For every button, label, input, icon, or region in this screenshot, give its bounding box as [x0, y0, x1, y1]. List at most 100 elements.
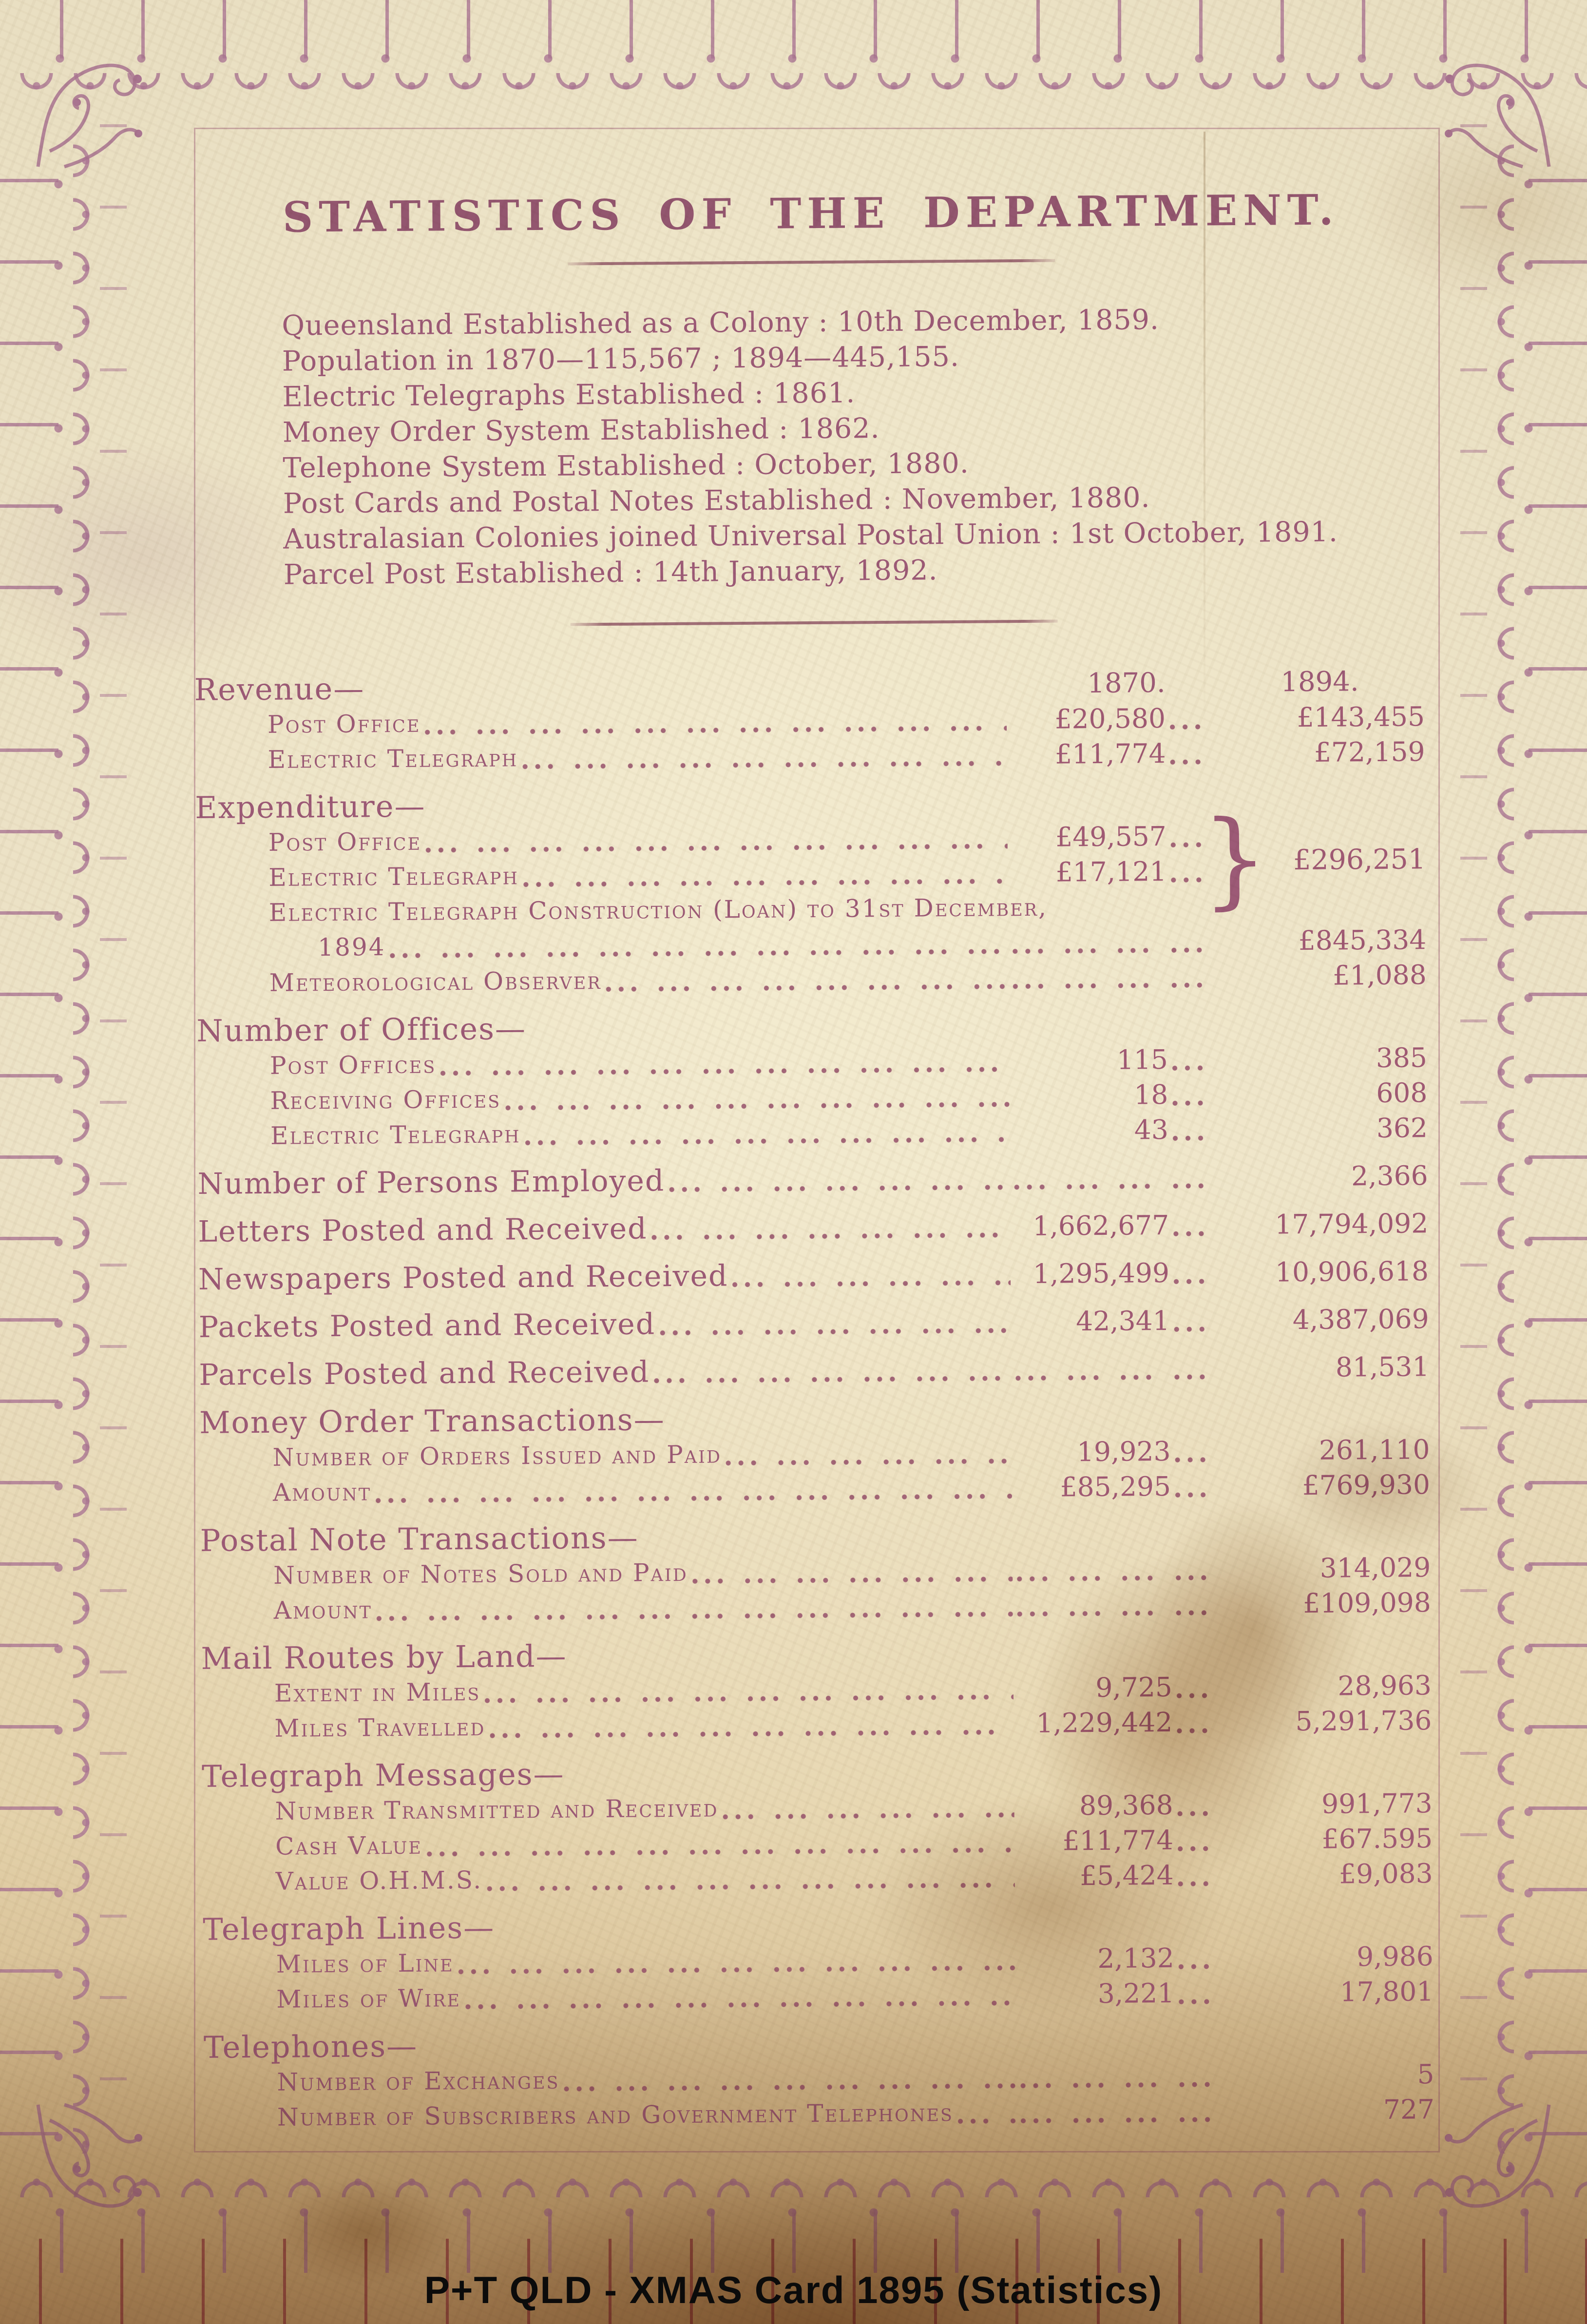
dot-separator [1171, 1122, 1216, 1142]
dot-separator [1168, 746, 1213, 766]
dot-separator [1174, 1597, 1219, 1617]
dot-separator [1173, 1479, 1218, 1499]
dot-leader [731, 1267, 1011, 1289]
dot-leader [463, 1987, 1016, 2011]
value-1894: 5,291,736 [1295, 1705, 1432, 1737]
value-1894: 727 [1383, 2094, 1435, 2125]
dot-leader [521, 748, 1007, 771]
value-1894: 261,110 [1319, 1434, 1430, 1466]
value-1870: 1,295,499 [1033, 1257, 1170, 1289]
corner-flourish-icon [1445, 63, 1551, 169]
value-1894: 314,029 [1319, 1552, 1431, 1584]
value-1894: 10,906,618 [1275, 1255, 1429, 1288]
dot-leader [956, 2105, 1017, 2126]
row-label: Amount [272, 1478, 372, 1507]
dot-leader [423, 712, 1007, 736]
value-1870: £20,580 [1054, 702, 1166, 735]
curly-brace: } [1201, 797, 1269, 920]
row-label: Electric Telegraph [268, 862, 519, 892]
section-packets: Packets Posted and Received 42,341 4,387… [198, 1301, 1438, 1345]
dot-leader [488, 1716, 1014, 1740]
value-1870 [1015, 1597, 1172, 1618]
section-letters: Letters Posted and Received 1,662,677 17… [198, 1206, 1438, 1249]
row-label: Number of Exchanges [277, 2066, 560, 2096]
value-1870: £17,121 [1055, 855, 1167, 888]
value-1870 [1011, 934, 1167, 956]
dot-leader [374, 1480, 1013, 1505]
section-heading: Telegraph Messages— [201, 1756, 565, 1794]
section-heading: Number of Offices— [196, 1011, 527, 1049]
dot-leader [724, 1445, 1012, 1467]
row-label: Electric Telegraph [270, 1120, 521, 1150]
dot-separator [1177, 1951, 1221, 1971]
row-label: Receiving Offices [270, 1085, 501, 1115]
value-1870 [1019, 2104, 1176, 2125]
section-heading: Money Order Transactions— [199, 1402, 665, 1440]
section-postal-note: Postal Note Transactions— Number of Note… [200, 1515, 1440, 1629]
section-money-order: Money Order Transactions— Number of Orde… [199, 1397, 1440, 1511]
section-revenue: Revenue— 1870. 1894. Post Office £20,580… [194, 664, 1434, 778]
value-1870: 89,368 [1079, 1789, 1173, 1822]
table-row: Packets Posted and Received 42,341 4,387… [198, 1301, 1438, 1345]
value-1894: £109,098 [1303, 1587, 1431, 1619]
dot-separator [1174, 1562, 1219, 1582]
document-content: STATISTICS OF THE DEPARTMENT. Queensland… [191, 127, 1445, 2148]
value-1894: 608 [1376, 1077, 1428, 1109]
section-mail-routes: Mail Routes by Land— Extent in Miles 9,7… [201, 1633, 1441, 1747]
value-1894: 17,794,092 [1275, 1208, 1429, 1240]
value-1870: £11,774 [1054, 737, 1166, 770]
section-persons-employed: Number of Persons Employed 2,366 [197, 1158, 1437, 1202]
dot-leader [652, 1363, 1012, 1385]
table-row: Newspapers Posted and Received 1,295,499… [198, 1253, 1438, 1297]
dot-leader [388, 936, 1009, 960]
corner-flourish-icon [36, 2103, 142, 2208]
row-label: Number Transmitted and Received [275, 1794, 719, 1825]
section-heading: Revenue— [194, 671, 365, 708]
dot-separator [1171, 1087, 1215, 1107]
row-label: Post Office [267, 709, 421, 739]
value-1894: 362 [1376, 1112, 1428, 1144]
row-label: Cash Value [275, 1831, 423, 1861]
row-label: Miles of Line [276, 1949, 454, 1978]
value-1894: £769,930 [1302, 1469, 1431, 1501]
section-newspapers: Newspapers Posted and Received 1,295,499… [198, 1253, 1438, 1297]
dot-separator [1175, 1715, 1220, 1735]
value-1894: 991,773 [1321, 1787, 1433, 1820]
dot-separator [1173, 1444, 1218, 1464]
value-1894: 17,801 [1339, 1976, 1434, 2008]
value-1870 [1019, 2069, 1175, 2090]
value-1894: £67.595 [1321, 1823, 1433, 1855]
section-heading: Mail Routes by Land— [201, 1638, 567, 1676]
dot-separator [1176, 1798, 1220, 1818]
value-1870 [1013, 1170, 1169, 1191]
divider-rule [570, 619, 1058, 626]
value-1870: £85,295 [1060, 1470, 1171, 1503]
value-1870 [1011, 969, 1167, 991]
value-1870: 1,229,442 [1036, 1706, 1173, 1739]
intro-facts: Queensland Established as a Colony : 10t… [282, 300, 1434, 593]
intro-line: Parcel Post Established : 14th January, … [283, 554, 938, 591]
dot-leader [483, 1681, 1014, 1705]
ornamental-border-top [0, 0, 1587, 127]
value-1894: £72,159 [1314, 736, 1425, 768]
row-label: Number of Orders Issued and Paid [272, 1440, 722, 1472]
row-label: Miles Travelled [274, 1712, 486, 1743]
ornamental-border-right [1460, 124, 1587, 2153]
dot-leader [425, 1834, 1015, 1858]
dot-separator [1170, 969, 1214, 989]
value-1894: 9,986 [1357, 1940, 1434, 1973]
section-heading: Expenditure— [194, 788, 426, 826]
value-1870: 18 [1134, 1078, 1168, 1111]
value-1870: £11,774 [1062, 1824, 1174, 1857]
row-label: Post Offices [269, 1050, 437, 1080]
column-header-1894: 1894. [1281, 666, 1359, 698]
table-row: Number of Persons Employed 2,366 [197, 1158, 1437, 1202]
dot-separator [1172, 1313, 1217, 1333]
dot-separator [1170, 934, 1214, 954]
dot-leader [562, 2070, 1016, 2093]
row-label: Amount [273, 1595, 373, 1625]
row-label: Electric Telegraph Construction (Loan) t… [268, 893, 1048, 927]
column-header-1870: 1870. [1087, 667, 1166, 700]
dot-leader [604, 971, 1009, 994]
row-label: Packets Posted and Received [198, 1307, 656, 1344]
